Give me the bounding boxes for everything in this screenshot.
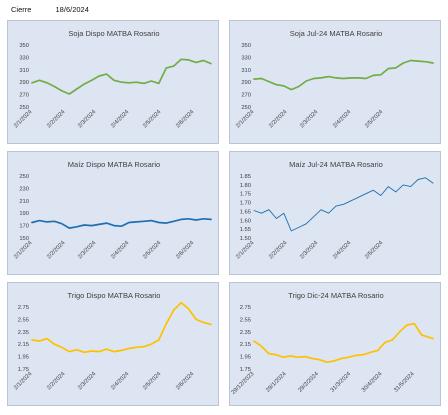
y-tick-label: 2.55	[18, 317, 29, 323]
header-label: Cierre	[11, 5, 32, 14]
y-tick-label: 2.15	[240, 342, 251, 348]
x-tick-label: 31/5/2024	[393, 371, 416, 394]
y-tick-label: 1.75	[18, 367, 29, 373]
line-chart: Trigo Dic-24 MATBA Rosario 2.75 2.55 2.35 2.…	[231, 291, 434, 396]
series-line	[31, 217, 212, 229]
series-line	[253, 59, 434, 91]
x-tick-label: 2/2/2024	[46, 240, 67, 261]
y-tick-label: 330	[241, 55, 251, 61]
x-tick-label: 2/2/2024	[46, 371, 67, 392]
x-tick-label: 2/4/2024	[332, 109, 353, 130]
y-tick-label: 290	[241, 80, 251, 86]
x-tick-label: 2/1/2024	[13, 109, 34, 130]
y-tick-label: 2.75	[18, 305, 29, 311]
chart-title: Trigo Dispo MATBA Rosario	[68, 291, 161, 300]
y-tick-label: 1.75	[240, 192, 251, 198]
x-tick-label: 2/2/2024	[46, 109, 67, 130]
x-tick-label: 2/3/2024	[77, 109, 98, 130]
x-tick-label: 29/12/2023	[231, 371, 256, 396]
x-tick-label: 2/3/2024	[299, 240, 320, 261]
x-tick-label: 2/4/2024	[110, 240, 131, 261]
y-tick-label: 1.75	[240, 367, 251, 373]
x-tick-label: 2/4/2024	[332, 240, 353, 261]
y-tick-label: 290	[19, 80, 29, 86]
chart-panel-soja-dispo: Soja Dispo MATBA Rosario 350 330 310 290 270 2…	[7, 20, 219, 144]
header-date: 18/6/2024	[55, 5, 89, 14]
x-tick-label: 2/3/2024	[299, 109, 320, 130]
x-tick-label: 2/6/2024	[175, 240, 196, 261]
x-tick-label: 2/6/2024	[175, 371, 196, 392]
y-tick-label: 210	[19, 199, 29, 205]
chart-panel-trigo-dic24: Trigo Dic-24 MATBA Rosario 2.75 2.55 2.35 2.…	[229, 282, 441, 406]
y-tick-label: 150	[19, 236, 29, 242]
y-tick-label: 250	[241, 105, 251, 111]
y-tick-label: 1.60	[240, 218, 251, 224]
line-chart: Soja Jul-24 MATBA Rosario 350 330 310 290 270…	[235, 29, 434, 130]
y-tick-label: 2.75	[240, 305, 251, 311]
x-tick-label: 2/5/2024	[142, 240, 163, 261]
x-tick-label: 2/3/2024	[77, 240, 98, 261]
x-tick-label: 2/5/2024	[142, 109, 163, 130]
y-tick-label: 310	[241, 68, 251, 74]
chart-title: Trigo Dic-24 MATBA Rosario	[288, 291, 383, 300]
y-tick-label: 350	[241, 43, 251, 49]
x-tick-label: 2/5/2024	[142, 371, 163, 392]
chart-title: Soja Jul-24 MATBA Rosario	[290, 29, 382, 38]
x-tick-label: 29/1/2024	[265, 371, 288, 394]
line-chart: Soja Dispo MATBA Rosario 350 330 310 290 270 2…	[13, 29, 212, 130]
x-tick-label: 29/2/2024	[297, 371, 320, 394]
x-tick-label: 2/1/2024	[235, 240, 256, 261]
series-line	[31, 58, 212, 95]
x-tick-label: 2/4/2024	[110, 371, 131, 392]
chart-panel-trigo-dispo: Trigo Dispo MATBA Rosario 2.75 2.55 2.35 2.1…	[7, 282, 219, 406]
x-tick-label: 2/2/2024	[268, 240, 289, 261]
chart-title: Maíz Dispo MATBA Rosario	[68, 160, 160, 169]
x-tick-label: 30/4/2024	[361, 371, 384, 394]
y-tick-label: 2.15	[18, 342, 29, 348]
series-line	[31, 301, 212, 354]
y-tick-label: 250	[19, 105, 29, 111]
header: Cierre 18/6/2024	[11, 5, 89, 14]
x-tick-label: 2/1/2024	[13, 371, 34, 392]
chart-title: Soja Dispo MATBA Rosario	[68, 29, 159, 38]
y-tick-label: 1.70	[240, 201, 251, 207]
y-tick-label: 230	[19, 186, 29, 192]
x-tick-label: 31/3/2024	[330, 371, 353, 394]
x-tick-label: 2/1/2024	[235, 109, 256, 130]
x-tick-label: 2/4/2024	[110, 109, 131, 130]
y-tick-label: 1.55	[240, 227, 251, 233]
line-chart: Maíz Dispo MATBA Rosario 250 230 210 190 170 1…	[13, 160, 212, 261]
chart-panel-maiz-dispo: Maíz Dispo MATBA Rosario 250 230 210 190 170 1…	[7, 151, 219, 275]
y-tick-label: 2.35	[18, 330, 29, 336]
series-line	[253, 322, 434, 364]
y-tick-label: 270	[19, 93, 29, 99]
y-tick-label: 350	[19, 43, 29, 49]
x-tick-label: 2/5/2024	[364, 240, 385, 261]
y-tick-label: 250	[19, 174, 29, 180]
chart-panel-soja-jul24: Soja Jul-24 MATBA Rosario 350 330 310 290 270…	[229, 20, 441, 144]
y-tick-label: 1.65	[240, 209, 251, 215]
y-tick-label: 1.85	[240, 174, 251, 180]
y-tick-label: 270	[241, 93, 251, 99]
line-chart: Trigo Dispo MATBA Rosario 2.75 2.55 2.35 2.1…	[13, 291, 212, 392]
y-tick-label: 1.80	[240, 183, 251, 189]
y-tick-label: 2.55	[240, 317, 251, 323]
x-tick-label: 2/5/2024	[364, 109, 385, 130]
x-tick-label: 2/1/2024	[13, 240, 34, 261]
y-tick-label: 1.50	[240, 236, 251, 242]
y-tick-label: 190	[19, 211, 29, 217]
chart-title: Maíz Jul-24 MATBA Rosario	[289, 160, 383, 169]
y-tick-label: 1.95	[18, 355, 29, 361]
series-line	[253, 177, 434, 232]
y-tick-label: 2.35	[240, 330, 251, 336]
x-tick-label: 2/6/2024	[175, 109, 196, 130]
x-tick-label: 2/3/2024	[77, 371, 98, 392]
y-tick-label: 1.95	[240, 355, 251, 361]
chart-panel-maiz-jul24: Maíz Jul-24 MATBA Rosario 1.85 1.80 1.75 1.7…	[229, 151, 441, 275]
y-tick-label: 170	[19, 224, 29, 230]
x-tick-label: 2/2/2024	[268, 109, 289, 130]
y-tick-label: 330	[19, 55, 29, 61]
line-chart: Maíz Jul-24 MATBA Rosario 1.85 1.80 1.75 1.7…	[235, 160, 434, 261]
y-tick-label: 310	[19, 68, 29, 74]
